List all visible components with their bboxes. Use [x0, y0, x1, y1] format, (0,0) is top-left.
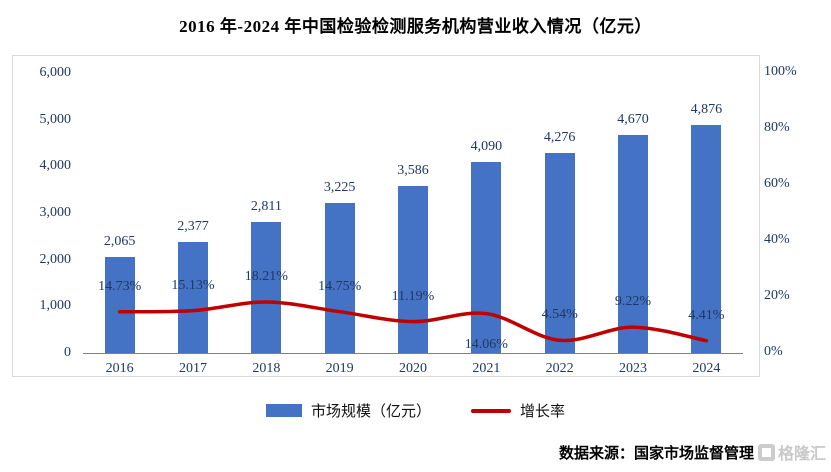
secondary-axis-tick-label: 0% — [764, 344, 783, 359]
x-axis-label: 2018 — [252, 361, 281, 376]
secondary-axis-tick-label: 40% — [764, 232, 790, 247]
y-axis-tick-label: 6,000 — [39, 65, 72, 80]
chart-frame: 2,065 2,377 2,811 3,225 3,586 4,090 4,276 4,670… — [12, 55, 760, 377]
x-axis-label: 2023 — [619, 361, 647, 376]
bar-2018 — [251, 221, 282, 353]
x-axis-label: 2020 — [399, 361, 427, 376]
x-axis-label: 2017 — [179, 361, 207, 376]
growth-value-label: 4.54% — [541, 307, 578, 323]
x-axis-label: 2019 — [325, 361, 354, 376]
chart-title: 2016 年-2024 年中国检验检测服务机构营业收入情况（亿元） — [179, 17, 652, 36]
legend-item-bar: 市场规模（亿元） — [265, 400, 431, 421]
line-series-swatch — [471, 408, 511, 413]
bar-value-label: 4,090 — [470, 139, 503, 155]
x-axis-label: 2024 — [692, 361, 721, 376]
bar-value-label: 3,586 — [397, 162, 429, 178]
growth-value-label: 14.75% — [318, 278, 362, 294]
bar-series-swatch — [265, 404, 302, 417]
bar-2016 — [104, 256, 135, 353]
source-text: 数据来源：国家市场监督管理 — [558, 445, 754, 462]
bar-2017 — [178, 242, 208, 353]
growth-value-label: 15.13% — [171, 277, 215, 293]
legend: 市场规模（亿元） 增长率 — [0, 400, 831, 421]
y-axis-tick-label: 2,000 — [39, 251, 72, 267]
x-axis-label: 2016 — [105, 361, 134, 376]
x-axis-label: 2022 — [545, 361, 574, 376]
growth-value-label: 9.22% — [614, 294, 652, 310]
bar-2020 — [398, 185, 428, 353]
x-axis-label: 2021 — [472, 361, 501, 376]
plot-area: 2,065 2,377 2,811 3,225 3,586 4,090 4,276 4,670… — [83, 73, 743, 354]
source-note: 数据来源：国家市场监督管理 格隆汇 — [559, 440, 826, 464]
bar-2021 — [471, 162, 502, 353]
secondary-axis-tick-label: 20% — [764, 288, 790, 303]
growth-value-label: 14.73% — [98, 278, 142, 294]
y-axis-tick-label: 5,000 — [39, 111, 72, 127]
y-axis-tick-label: 4,000 — [39, 158, 72, 174]
y-axis-tick-label: 0 — [64, 345, 71, 360]
watermark-text: 格隆汇 — [777, 446, 826, 463]
growth-value-label: 14.06% — [464, 336, 508, 352]
growth-line-svg — [117, 300, 709, 343]
bar-value-label: 2,811 — [250, 198, 282, 214]
growth-value-label: 18.21% — [244, 269, 288, 284]
legend-line-label: 增长率 — [520, 404, 566, 420]
bar-value-label: 2,377 — [177, 219, 209, 235]
bar-2023 — [618, 135, 648, 353]
bar-2022 — [544, 153, 575, 353]
bar-2019 — [324, 202, 355, 353]
bar-value-label: 2,065 — [103, 233, 136, 249]
growth-value-label: 4.41% — [688, 307, 725, 323]
secondary-axis-tick-label: 80% — [764, 120, 790, 135]
watermark-logo-icon — [757, 443, 775, 461]
growth-value-label: 11.19% — [391, 288, 435, 304]
y-axis-tick-label: 1,000 — [39, 298, 72, 314]
secondary-axis-tick-label: 100% — [764, 64, 797, 79]
growth-line — [117, 300, 709, 343]
y-axis-tick-label: 3,000 — [39, 205, 72, 220]
legend-bar-label: 市场规模（亿元） — [310, 404, 431, 420]
bar-2024 — [691, 125, 722, 353]
secondary-axis-tick-label: 60% — [764, 176, 790, 191]
bar-value-label: 4,876 — [690, 102, 723, 118]
legend-item-line: 增长率 — [471, 400, 565, 421]
bar-value-label: 4,276 — [543, 130, 576, 146]
bar-value-label: 4,670 — [617, 112, 649, 128]
watermark: 格隆汇 — [757, 440, 826, 464]
bar-value-label: 3,225 — [323, 179, 356, 195]
